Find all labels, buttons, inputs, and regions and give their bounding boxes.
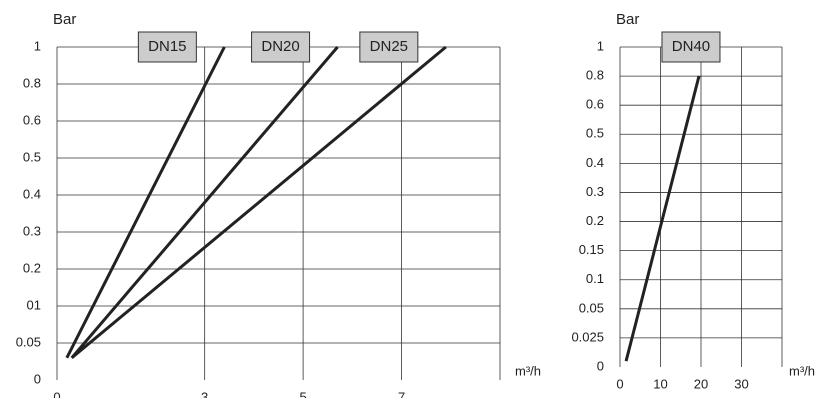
legend-label: DN20 (261, 38, 299, 55)
series-line (70, 45, 447, 359)
x-tick-label: 5 (299, 389, 306, 398)
y-tick-label: 0.2 (586, 213, 604, 228)
y-tick-label: 0.15 (579, 242, 604, 257)
legend-label: DN25 (370, 38, 408, 55)
y-tick-label: 0.3 (586, 184, 604, 199)
y-tick-label: 01 (27, 297, 41, 312)
y-tick-label: 0 (597, 358, 604, 373)
series-line (624, 75, 701, 362)
legend-box (251, 31, 311, 63)
y-tick-label: 0.6 (586, 97, 604, 112)
y-tick-label: 0.05 (579, 300, 604, 315)
y-tick-label: 0.5 (23, 149, 41, 164)
legend-label: DN15 (148, 38, 186, 55)
x-tick-label: 7 (398, 389, 405, 398)
y-tick-label: 0.6 (23, 112, 41, 127)
series-line (70, 46, 339, 359)
series-line (65, 46, 226, 359)
y-tick-label: 0.2 (23, 260, 41, 275)
y-axis-label: Bar (53, 11, 76, 28)
y-tick-label: 0 (34, 371, 41, 386)
x-tick-label: 3 (201, 389, 208, 398)
x-axis-label: m³/h (789, 363, 815, 378)
legend-box (359, 31, 419, 63)
y-tick-label: 0.3 (23, 223, 41, 238)
legend-box (137, 31, 197, 63)
y-tick-label: 1 (34, 38, 41, 53)
legend-label: DN40 (672, 38, 710, 55)
x-tick-label: 30 (734, 376, 748, 391)
y-axis-label: Bar (616, 11, 639, 28)
y-tick-label: 0.8 (23, 75, 41, 90)
y-tick-label: 0.8 (586, 68, 604, 83)
x-tick-label: 0 (616, 376, 623, 391)
y-tick-label: 0.025 (571, 329, 604, 344)
y-tick-label: 0.1 (586, 271, 604, 286)
x-tick-label: 0 (53, 389, 60, 398)
y-tick-label: 0.5 (586, 126, 604, 141)
y-tick-label: 0.4 (23, 186, 41, 201)
y-tick-label: 0.4 (586, 155, 604, 170)
x-tick-label: 20 (694, 376, 708, 391)
legend-box (661, 31, 721, 63)
y-tick-label: 1 (597, 38, 604, 53)
x-tick-label: 10 (653, 376, 667, 391)
y-tick-label: 0.05 (16, 334, 41, 349)
x-axis-label: m³/h (515, 363, 541, 378)
